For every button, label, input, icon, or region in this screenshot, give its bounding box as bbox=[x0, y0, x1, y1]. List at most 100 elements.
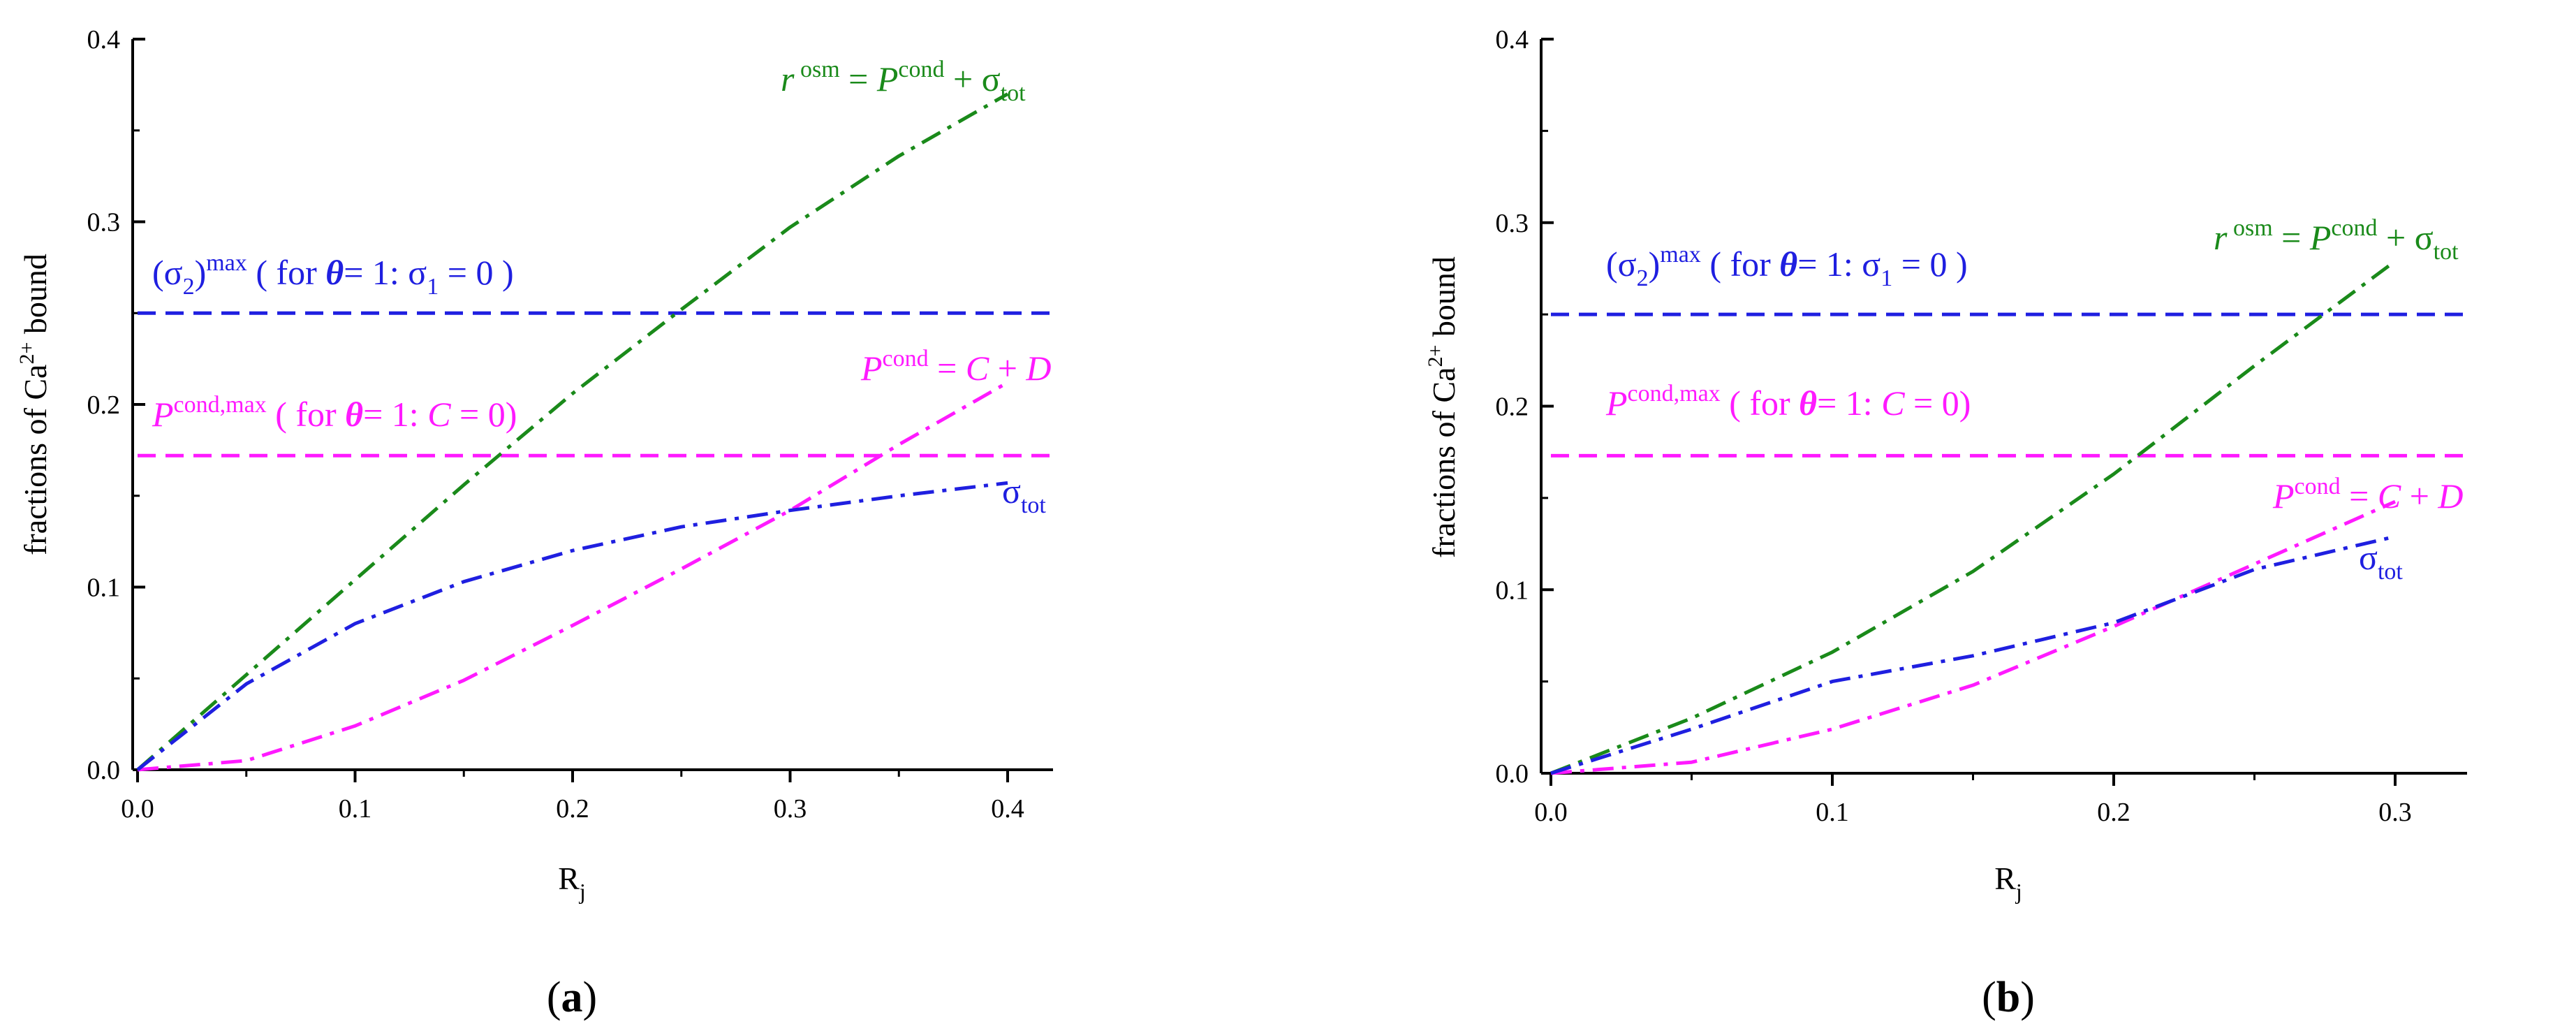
panel-label-letter: a bbox=[561, 974, 583, 1021]
panel-label-letter: b bbox=[1996, 974, 2020, 1021]
y-tick-label: 0.2 bbox=[1496, 393, 1529, 422]
ann-cond-sup: cond bbox=[883, 346, 929, 372]
ann-osm-sup: osm bbox=[794, 57, 839, 82]
y-tick-label: 0.3 bbox=[87, 208, 121, 237]
y-tick-label: 0.0 bbox=[87, 756, 121, 785]
ann-condmax-sup: cond,max bbox=[1628, 381, 1721, 407]
ann-eq1: = 1: bbox=[363, 395, 427, 434]
y-tick-label: 0.4 bbox=[87, 25, 121, 54]
annotation-pcondmax: Pcond,max ( for θ= 1: C = 0) bbox=[152, 392, 517, 434]
ann-theta: θ bbox=[1799, 383, 1817, 423]
ann-theta: θ bbox=[1779, 244, 1797, 284]
x-tick-label: 0.3 bbox=[2378, 798, 2412, 827]
panel-label-close: ) bbox=[583, 974, 598, 1021]
ann-plus-sigma: + σ bbox=[2378, 218, 2434, 257]
x-axis-title-sub: j bbox=[2015, 879, 2022, 904]
ann-2-sub: 2 bbox=[1637, 265, 1649, 291]
panel-label: (b) bbox=[1982, 974, 2035, 1021]
y-axis-title-sup: 2+ bbox=[15, 342, 38, 365]
ann-plus: + bbox=[2401, 476, 2438, 516]
x-tick-label: 0.0 bbox=[1534, 798, 1568, 827]
y-axis-title: fractions of Ca2+ bound bbox=[15, 254, 53, 555]
x-axis-title-main: R bbox=[558, 861, 580, 896]
ann-close: ) bbox=[195, 253, 207, 292]
ann-eq1: = 1: bbox=[1817, 383, 1881, 423]
ann-p: P bbox=[2309, 218, 2332, 257]
ann-plus: + bbox=[989, 349, 1026, 388]
ann-for: ( for bbox=[267, 395, 345, 434]
annotation-r_osm: r osm = Pcond + σtot bbox=[781, 57, 1026, 106]
ann-p: P bbox=[152, 395, 174, 434]
annotation-sigmatot: σtot bbox=[2359, 538, 2403, 585]
ann-cond-sup: cond bbox=[2331, 215, 2377, 241]
ann-tot-sub: tot bbox=[2434, 239, 2459, 265]
ann-sigma: σ bbox=[2359, 538, 2378, 577]
ann-c: C bbox=[1881, 383, 1905, 423]
ann-c: C bbox=[2378, 476, 2401, 516]
annotation-pcondmax: Pcond,max ( for θ= 1: C = 0) bbox=[1605, 381, 1971, 423]
ann-tot-sub: tot bbox=[1001, 80, 1026, 106]
series-line-sigma_tot bbox=[1550, 534, 2396, 775]
ann-cond-sup: cond bbox=[2295, 474, 2341, 499]
ann-p: P bbox=[1605, 383, 1628, 423]
ann-condmax-sup: cond,max bbox=[174, 392, 267, 418]
ann-d: D bbox=[2437, 476, 2463, 516]
ann-d: D bbox=[1025, 349, 1051, 388]
x-axis-title: Rj bbox=[1994, 861, 2022, 904]
ann-eq0: = 0 ) bbox=[1892, 244, 1967, 284]
series-line-r_osm bbox=[136, 92, 1009, 771]
ann-r: r bbox=[781, 59, 795, 98]
ann-1-sub: 1 bbox=[1881, 265, 1892, 291]
y-axis-title-sup: 2+ bbox=[1424, 345, 1447, 367]
y-axis-title-tail: bound bbox=[17, 254, 53, 342]
y-tick-label: 0.4 bbox=[1496, 25, 1529, 54]
ann-p: P bbox=[860, 349, 883, 388]
annotation-sigma2: (σ2)max ( for θ= 1: σ1 = 0 ) bbox=[152, 250, 514, 300]
ann-sigma-open: (σ bbox=[152, 253, 183, 292]
ann-plus-sigma: + σ bbox=[945, 59, 1001, 98]
ann-for: ( for bbox=[1721, 383, 1799, 423]
panel-label-open: ( bbox=[547, 974, 561, 1021]
y-tick-label: 0.0 bbox=[1496, 759, 1529, 789]
ann-theta: θ bbox=[325, 253, 344, 292]
panel-label-open: ( bbox=[1982, 974, 1996, 1021]
ann-for: ( for bbox=[1701, 244, 1779, 284]
ann-2-sub: 2 bbox=[183, 274, 195, 300]
ann-eq: = bbox=[840, 59, 877, 98]
series-line-r_osm bbox=[1550, 259, 2397, 775]
ann-eq0: = 0) bbox=[1905, 383, 1971, 423]
ann-eq: = bbox=[929, 349, 966, 388]
ann-eq0: = 0 ) bbox=[439, 253, 513, 292]
ann-sigma: σ bbox=[1002, 471, 1021, 511]
panel-label: (a) bbox=[547, 974, 597, 1021]
ann-sigma-open: (σ bbox=[1606, 244, 1637, 284]
ann-r: r bbox=[2214, 218, 2228, 257]
series-line-Pcond bbox=[137, 381, 1009, 772]
y-axis-title-tail: bound bbox=[1426, 256, 1462, 345]
annotation-sigma2: (σ2)max ( for θ= 1: σ1 = 0 ) bbox=[1606, 242, 1968, 291]
x-axis-title: Rj bbox=[558, 861, 586, 904]
ann-p: P bbox=[876, 59, 899, 98]
annotation-pcond: Pcond = C + D bbox=[860, 346, 1052, 388]
x-tick-label: 0.0 bbox=[121, 794, 154, 824]
series-line-sigma_tot bbox=[136, 481, 1008, 771]
ann-theta: θ bbox=[345, 395, 363, 434]
ann-c: C bbox=[427, 395, 451, 434]
annotation-pcond: Pcond = C + D bbox=[2272, 474, 2464, 516]
x-tick-label: 0.1 bbox=[339, 794, 372, 824]
ann-eq1-sigma: = 1: σ bbox=[344, 253, 427, 292]
chart-panel-b: 0.0 0.1 0.2 0.3 0.4 0.0 0.1 0.2 0.3 fractions of … bbox=[1424, 25, 2467, 1021]
y-tick-label: 0.2 bbox=[87, 390, 121, 420]
x-axis-title-main: R bbox=[1994, 861, 2016, 896]
y-axis-title-main: fractions of Ca bbox=[17, 365, 53, 555]
ann-tot-sub: tot bbox=[1021, 492, 1046, 518]
series-line-Pcond bbox=[1550, 499, 2397, 775]
y-tick-label: 0.1 bbox=[87, 573, 121, 603]
ann-eq0: = 0) bbox=[451, 395, 517, 434]
ann-eq1-sigma: = 1: σ bbox=[1797, 244, 1881, 284]
x-tick-label: 0.2 bbox=[556, 794, 589, 824]
ann-1-sub: 1 bbox=[427, 274, 439, 300]
y-tick-label: 0.3 bbox=[1496, 209, 1529, 238]
x-tick-label: 0.1 bbox=[1816, 798, 1849, 827]
